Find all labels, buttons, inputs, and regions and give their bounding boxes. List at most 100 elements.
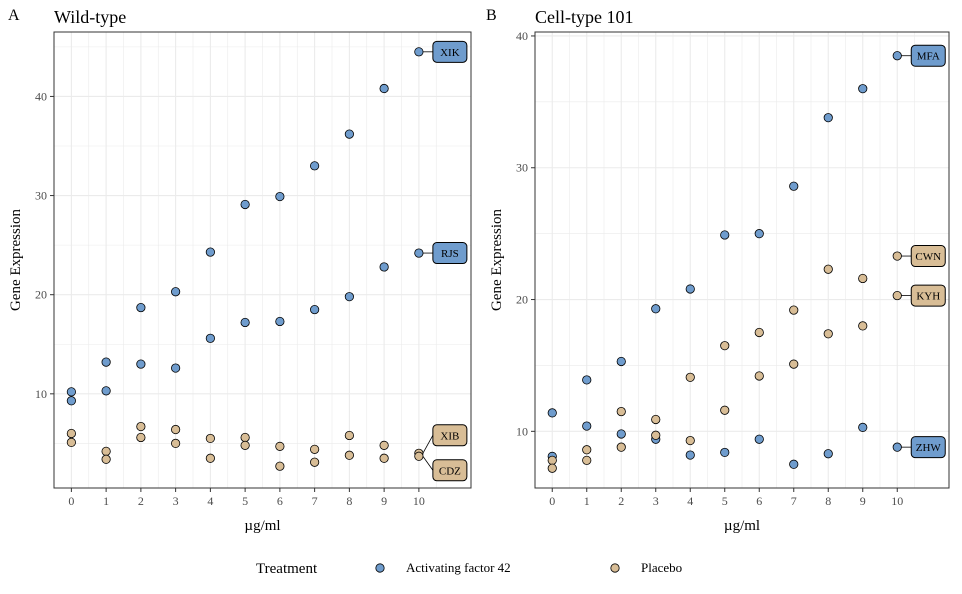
data-point <box>582 445 592 455</box>
annotation-label: CDZ <box>439 465 461 477</box>
data-point <box>720 405 730 415</box>
data-point <box>823 113 833 123</box>
x-tick-label: 7 <box>312 494 318 508</box>
data-point <box>823 329 833 339</box>
annotation-label: MFA <box>917 51 940 63</box>
y-axis-title: Gene Expression <box>489 208 505 311</box>
data-point <box>275 191 285 202</box>
data-point <box>823 449 833 459</box>
data-point <box>754 371 764 381</box>
legend-marker-activating <box>375 563 385 573</box>
annotation-box <box>432 459 468 482</box>
data-point <box>616 429 626 439</box>
data-point <box>616 442 626 452</box>
panel-tag: A <box>8 7 20 24</box>
annotation-box <box>910 284 946 307</box>
annotation-label: XIK <box>440 47 460 59</box>
legend-title: Treatment <box>256 561 318 577</box>
legend-label-activating: Activating factor 42 <box>406 560 511 575</box>
x-tick-label: 10 <box>891 494 903 508</box>
x-tick-label: 4 <box>207 494 213 508</box>
data-point <box>171 438 181 448</box>
data-point <box>101 446 111 456</box>
annotation-label: RJS <box>441 248 459 260</box>
data-point <box>582 455 592 465</box>
annotation-label: KYH <box>916 291 940 303</box>
data-point <box>582 375 592 385</box>
data-point <box>858 321 868 331</box>
data-point <box>66 437 76 447</box>
x-tick-label: 4 <box>687 494 693 508</box>
annotation-box <box>910 436 946 459</box>
data-point <box>685 284 695 294</box>
annotation-box <box>432 242 468 265</box>
data-point <box>582 421 592 431</box>
data-point <box>858 273 868 284</box>
y-tick-label: 40 <box>516 29 528 43</box>
x-tick-label: 3 <box>653 494 659 508</box>
annotation-label: ZHW <box>916 442 942 454</box>
data-point <box>344 129 354 139</box>
data-point <box>275 461 285 471</box>
data-point <box>789 305 799 315</box>
x-tick-label: 7 <box>791 494 797 508</box>
data-point <box>858 422 868 432</box>
x-tick-label: 6 <box>277 494 283 508</box>
data-point <box>754 229 764 239</box>
legend: Treatment Activating factor 42 Placebo <box>256 560 682 577</box>
data-point <box>136 432 146 443</box>
data-point <box>136 421 146 432</box>
data-point <box>651 304 661 314</box>
data-point <box>275 316 285 327</box>
data-point <box>547 408 557 418</box>
data-point <box>892 251 902 261</box>
y-tick-label: 20 <box>516 293 528 307</box>
annotation-box <box>910 44 946 67</box>
y-tick-label: 10 <box>516 424 528 438</box>
data-point <box>310 161 320 171</box>
x-tick-label: 0 <box>68 494 74 508</box>
data-point <box>171 424 181 435</box>
x-tick-label: 3 <box>173 494 179 508</box>
x-tick-label: 8 <box>825 494 831 508</box>
data-point <box>240 440 250 450</box>
x-axis-title: µg/ml <box>724 518 760 534</box>
panel-title: Wild-type <box>54 7 126 27</box>
x-tick-label: 6 <box>756 494 762 508</box>
y-tick-label: 30 <box>35 189 47 203</box>
panel-border <box>534 31 950 489</box>
annotation-label: XIB <box>440 430 459 442</box>
annotation-leader <box>422 435 434 454</box>
data-point <box>344 450 354 460</box>
annotation-label: CWN <box>915 251 941 263</box>
data-point <box>101 454 111 464</box>
y-tick-label: 10 <box>35 387 47 401</box>
data-point <box>616 356 626 367</box>
data-point <box>205 333 215 343</box>
x-tick-label: 10 <box>413 494 425 508</box>
data-point <box>310 457 320 467</box>
data-point <box>414 451 424 461</box>
x-tick-label: 8 <box>346 494 352 508</box>
data-point <box>547 463 557 473</box>
y-tick-label: 40 <box>35 89 47 103</box>
data-point <box>310 444 320 454</box>
annotation-box <box>432 40 468 63</box>
data-point <box>414 47 424 57</box>
data-point <box>892 51 902 61</box>
data-point <box>66 387 76 397</box>
data-point <box>858 84 868 94</box>
data-point <box>205 433 215 444</box>
data-point <box>101 386 111 396</box>
x-tick-label: 0 <box>549 494 555 508</box>
data-point <box>685 450 695 460</box>
data-point <box>754 434 764 444</box>
data-point <box>789 359 799 369</box>
data-point <box>754 327 764 338</box>
data-point <box>379 440 389 450</box>
data-point <box>101 357 111 367</box>
x-tick-label: 1 <box>584 494 590 508</box>
data-point <box>66 396 76 406</box>
panel-a: A Wild-type 10 20 30 40 0 1 2 3 4 5 6 7 8 9 10 µg/ml Gene … <box>8 7 472 534</box>
